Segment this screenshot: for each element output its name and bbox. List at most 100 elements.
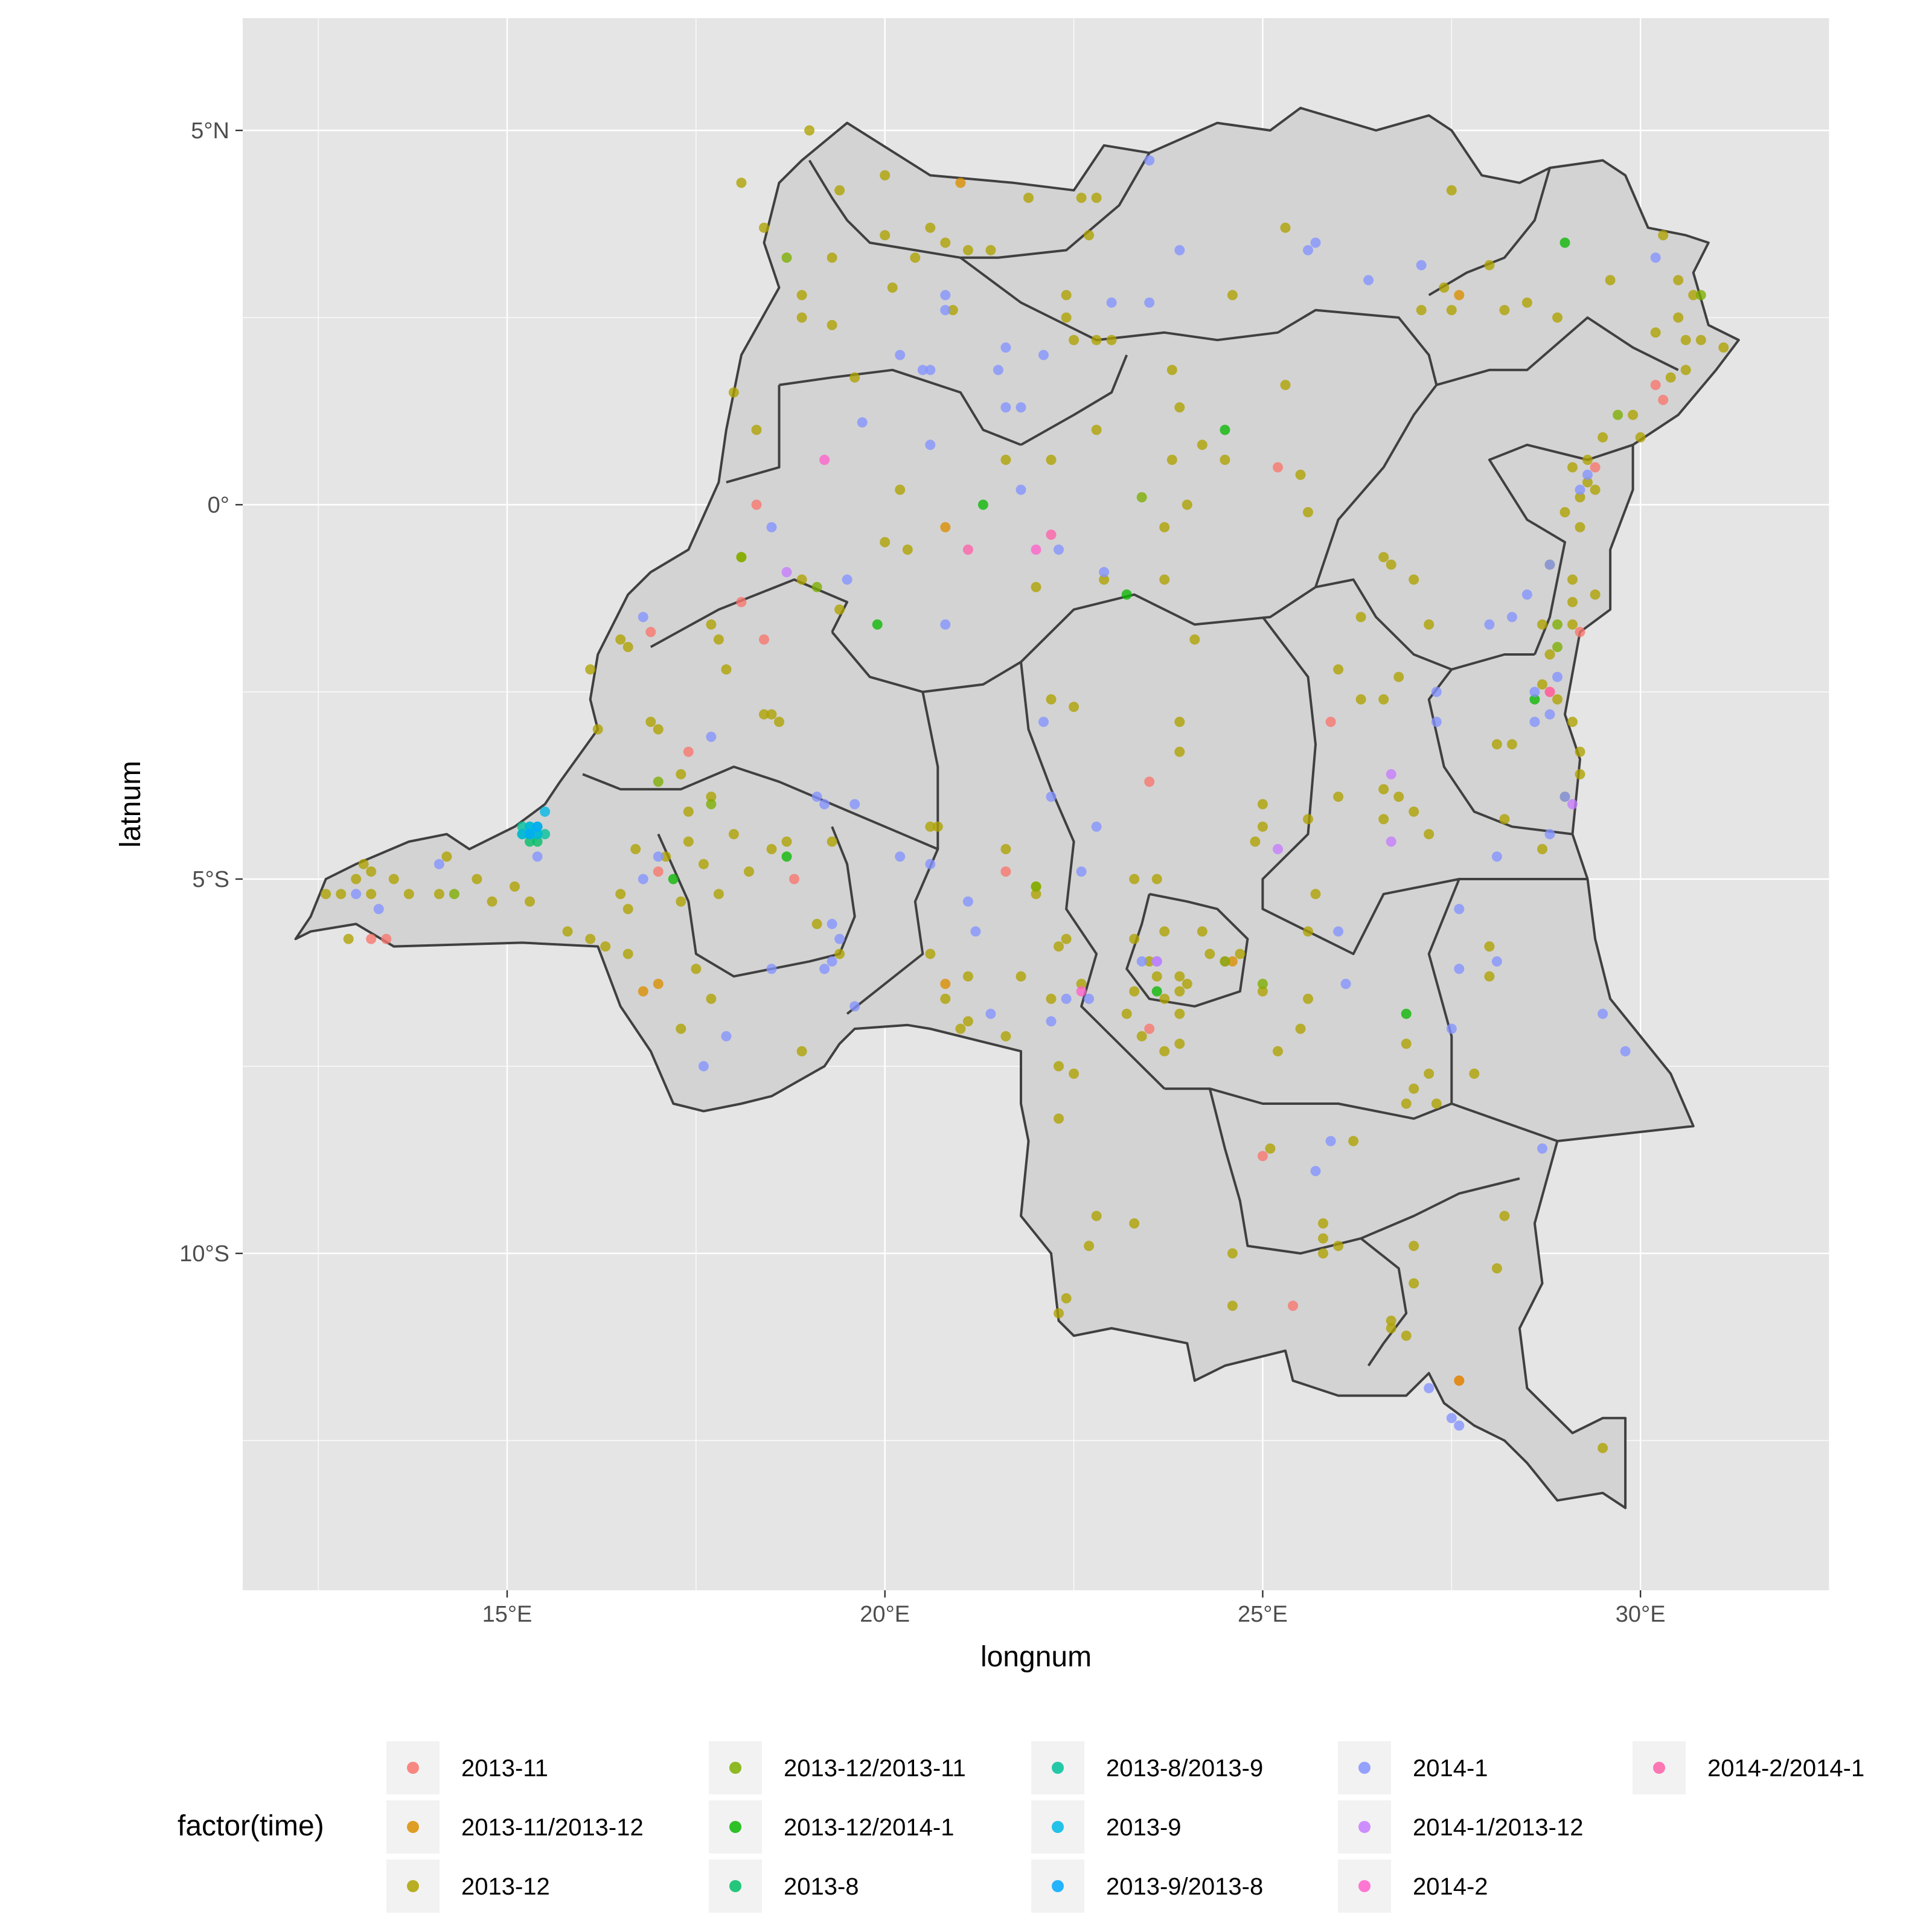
data-point [1144,155,1155,166]
data-point [691,964,702,974]
data-point [1552,619,1563,630]
data-point [1136,956,1147,967]
data-point [1680,334,1691,345]
data-point [1537,619,1547,630]
data-point [1038,350,1049,360]
data-point [661,851,671,862]
data-point [1076,193,1087,203]
data-point [781,567,792,578]
data-points [321,125,1729,1453]
legend-key-dot [407,1880,419,1892]
data-point [849,1001,860,1012]
data-point [1265,1143,1276,1154]
series-3 [449,252,1706,990]
data-point [955,178,966,188]
data-point [630,843,641,854]
data-point [940,237,951,248]
data-point [827,956,837,967]
data-point [849,799,860,810]
data-point [1303,507,1313,517]
data-point [1431,1098,1442,1109]
data-point [1552,312,1563,323]
data-point [1174,971,1185,982]
legend-key-dot [1653,1762,1665,1774]
legend-label: 2013-8/2013-9 [1106,1755,1263,1782]
data-point [1378,784,1389,795]
data-point [706,792,717,802]
data-point [1166,365,1177,376]
data-point [1363,275,1374,286]
data-point [1658,230,1669,241]
data-point [698,859,709,869]
data-point [1220,455,1230,465]
data-point [1151,874,1162,884]
province-border [1427,878,1558,1142]
data-point [381,933,392,944]
data-point [713,889,724,900]
province-border [1360,1237,1408,1367]
data-point [1484,619,1495,630]
data-point [751,424,762,435]
data-point [1378,814,1389,825]
data-point [668,874,679,884]
data-point [1650,380,1661,391]
data-point [1310,889,1321,900]
province-border [582,766,939,851]
data-point [1144,1023,1155,1034]
legend-label: 2013-11 [461,1755,548,1782]
province-border [808,152,1151,259]
data-point [1386,1316,1396,1326]
data-point [487,896,497,907]
province-border [846,691,939,1015]
data-point [1310,237,1321,248]
province-border [1261,616,1588,955]
data-point [683,806,694,817]
x-axis: 15°E 20°E 25°E 30°E [482,1590,1666,1627]
data-point [592,724,603,735]
data-point [827,319,837,330]
data-point [366,866,377,877]
data-point [834,948,845,959]
data-point [1386,769,1396,779]
data-point [1491,739,1502,750]
data-point [1537,1143,1547,1154]
data-point [1144,956,1155,967]
data-point [1038,717,1049,728]
province-border [1428,167,1551,296]
data-point [517,821,528,832]
legend-key-dot [1358,1821,1371,1833]
data-point [1575,769,1585,779]
data-point [1054,1113,1064,1124]
data-point [1099,574,1110,585]
province-border [779,368,1022,446]
data-point [1559,507,1570,517]
legend-label: 2013-9 [1106,1814,1182,1841]
data-point [1031,544,1041,555]
data-point [1552,671,1563,682]
legend-key-dot [1358,1880,1371,1892]
data-point [1575,492,1585,503]
data-point [321,889,331,900]
data-point [1582,477,1593,488]
data-point [766,709,777,720]
data-point [774,717,784,728]
data-point [1046,529,1057,540]
data-point [1355,694,1366,705]
data-point [676,1023,686,1034]
data-point [721,1031,732,1041]
data-point [1046,1016,1057,1027]
data-point [1521,297,1532,308]
legend-label: 2013-9/2013-8 [1106,1873,1263,1900]
data-point [449,889,459,900]
data-point [1416,305,1427,316]
data-point [1280,222,1291,233]
y-tick-label: 10°S [179,1241,229,1267]
data-point [343,933,354,944]
data-point [1469,1068,1480,1079]
data-point [1552,642,1563,653]
data-point [1220,956,1230,967]
data-point [1091,334,1102,345]
data-point [1559,237,1570,248]
data-point [759,222,769,233]
data-point [532,836,543,847]
